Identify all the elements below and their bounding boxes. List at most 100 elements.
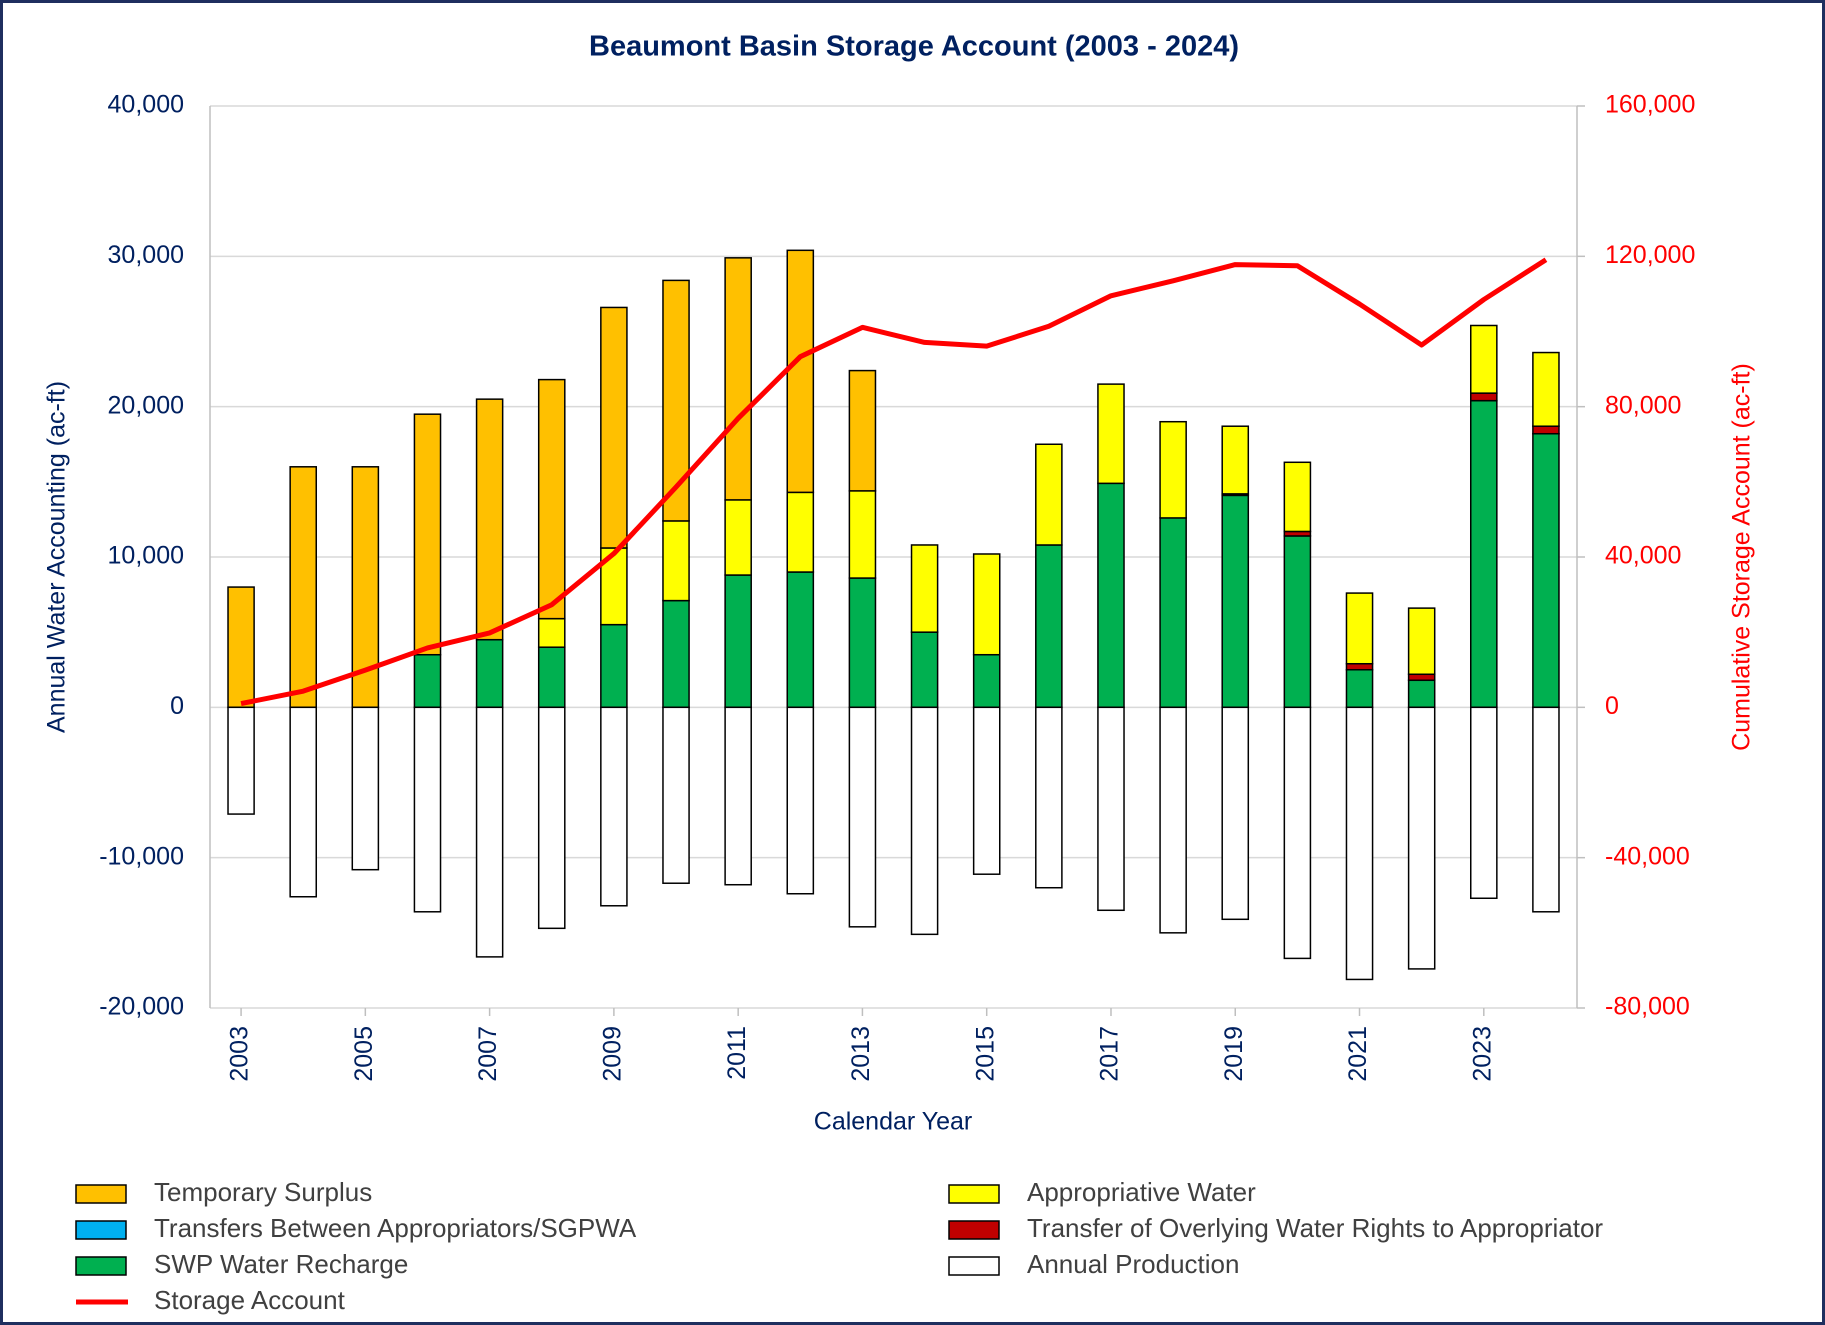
bar bbox=[351, 466, 380, 709]
y-tick-label: 40,000 bbox=[108, 91, 184, 119]
y2-tick-label: 120,000 bbox=[1605, 241, 1695, 269]
bar bbox=[537, 706, 566, 930]
legend-label: Storage Account bbox=[154, 1285, 346, 1315]
bar bbox=[910, 544, 939, 633]
bar bbox=[1159, 706, 1187, 934]
bar bbox=[1345, 706, 1374, 981]
bar bbox=[662, 706, 690, 884]
bar bbox=[1407, 607, 1436, 676]
bar bbox=[227, 706, 255, 815]
x-tick-label: 2003 bbox=[226, 1026, 254, 1082]
legend-label: Temporary Surplus bbox=[154, 1177, 372, 1207]
bar bbox=[1221, 706, 1250, 921]
bar bbox=[1283, 461, 1312, 533]
bar bbox=[1159, 517, 1187, 709]
bar bbox=[786, 706, 815, 895]
bar bbox=[848, 490, 877, 579]
legend-swatch bbox=[75, 1220, 127, 1240]
bar bbox=[413, 653, 442, 709]
legend-label: Appropriative Water bbox=[1027, 1177, 1256, 1207]
bar bbox=[786, 571, 815, 709]
bar bbox=[1035, 544, 1063, 709]
storage-line bbox=[240, 257, 1548, 707]
bar bbox=[910, 706, 939, 936]
x-tick-label: 2013 bbox=[847, 1026, 875, 1082]
bar bbox=[475, 398, 504, 641]
legend-label: Annual Production bbox=[1027, 1249, 1239, 1279]
bar bbox=[1407, 679, 1436, 709]
y-tick-label: 10,000 bbox=[108, 542, 184, 570]
y2-tick-label: 0 bbox=[1605, 692, 1619, 720]
bar bbox=[1469, 706, 1498, 900]
bar bbox=[1097, 482, 1125, 709]
x-axis-label: Calendar Year bbox=[814, 1108, 972, 1136]
legend-swatch bbox=[75, 1256, 127, 1276]
bar bbox=[972, 706, 1001, 875]
bar bbox=[1097, 706, 1125, 912]
bar bbox=[1097, 383, 1125, 485]
bar bbox=[1532, 432, 1560, 709]
legend-label: SWP Water Recharge bbox=[154, 1249, 408, 1279]
bar bbox=[1035, 706, 1063, 889]
bar bbox=[972, 653, 1001, 709]
bar bbox=[972, 553, 1001, 656]
bar bbox=[1407, 706, 1436, 970]
bar bbox=[724, 574, 752, 709]
bar bbox=[413, 706, 442, 913]
bar bbox=[1221, 425, 1250, 495]
bar bbox=[1469, 324, 1498, 394]
x-tick-label: 2021 bbox=[1344, 1026, 1372, 1082]
bar bbox=[724, 257, 752, 501]
bar bbox=[1283, 706, 1312, 960]
bar bbox=[1407, 673, 1436, 682]
x-tick-label: 2019 bbox=[1220, 1026, 1248, 1082]
bar bbox=[786, 491, 815, 573]
bar bbox=[413, 413, 442, 656]
bar bbox=[724, 499, 752, 576]
bar bbox=[1469, 399, 1498, 709]
legend-swatch bbox=[948, 1256, 1000, 1276]
legend-swatch bbox=[948, 1184, 1000, 1204]
bar bbox=[600, 706, 628, 907]
bar bbox=[227, 586, 255, 709]
y2-tick-label: 40,000 bbox=[1605, 542, 1681, 570]
legend-swatch bbox=[75, 1184, 127, 1204]
bar bbox=[289, 706, 318, 898]
y-tick-label: 30,000 bbox=[108, 241, 184, 269]
x-tick-label: 2009 bbox=[598, 1026, 626, 1082]
bar bbox=[662, 520, 690, 602]
bar bbox=[1345, 669, 1374, 709]
bar bbox=[848, 369, 877, 492]
bar bbox=[1159, 420, 1187, 519]
bar bbox=[600, 623, 628, 709]
bar bbox=[537, 617, 566, 648]
bar bbox=[475, 638, 504, 709]
bar bbox=[724, 706, 752, 886]
bar bbox=[537, 378, 566, 620]
x-tick-label: 2011 bbox=[723, 1026, 751, 1080]
legend-label: Transfers Between Appropriators/SGPWA bbox=[154, 1213, 637, 1243]
chart-title: Beaumont Basin Storage Account (2003 - 2… bbox=[589, 31, 1239, 63]
bar bbox=[351, 706, 380, 871]
bar bbox=[1283, 535, 1312, 709]
x-tick-label: 2023 bbox=[1468, 1026, 1496, 1082]
bar bbox=[1532, 351, 1560, 427]
bar bbox=[475, 706, 504, 958]
x-tick-label: 2017 bbox=[1096, 1026, 1124, 1082]
bar bbox=[1221, 494, 1250, 709]
y2-tick-label: -40,000 bbox=[1605, 842, 1690, 870]
y-tick-label: 20,000 bbox=[108, 391, 184, 419]
bar bbox=[1345, 662, 1374, 671]
bar bbox=[1345, 592, 1374, 665]
y-tick-label: -10,000 bbox=[99, 842, 184, 870]
y-tick-label: -20,000 bbox=[99, 993, 184, 1021]
x-tick-label: 2005 bbox=[350, 1026, 378, 1082]
y2-axis-label: Cumulative Storage Account (ac-ft) bbox=[1728, 363, 1756, 751]
bar bbox=[848, 706, 877, 928]
bar bbox=[848, 577, 877, 709]
y2-tick-label: 80,000 bbox=[1605, 391, 1681, 419]
bar bbox=[1469, 392, 1498, 402]
legend-label: Transfer of Overlying Water Rights to Ap… bbox=[1027, 1213, 1603, 1243]
y2-tick-label: 160,000 bbox=[1605, 91, 1695, 119]
